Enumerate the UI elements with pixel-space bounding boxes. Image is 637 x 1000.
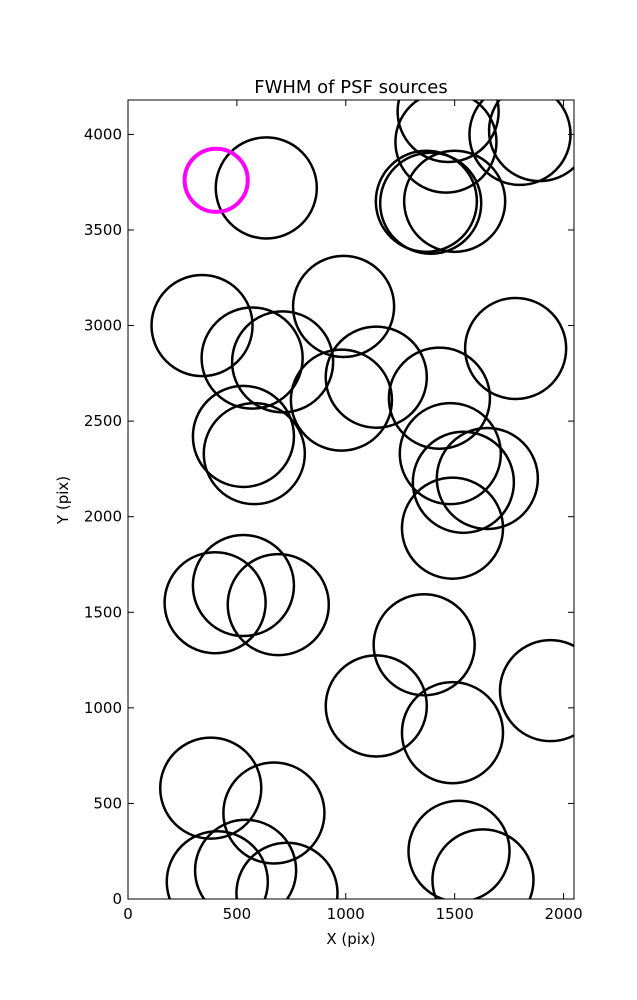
psf-source-circle (165, 830, 270, 899)
psf-source-circle (202, 401, 307, 506)
chart-title: FWHM of PSF sources (254, 77, 448, 98)
x-tick-label: 1500 (436, 905, 474, 923)
psf-source-circle (193, 818, 298, 899)
psf-source-circle (407, 799, 511, 899)
y-tick-label: 2500 (84, 412, 122, 430)
psf-source-circle (487, 100, 574, 183)
psf-source-circle (372, 592, 476, 697)
y-axis-label: Y (pix) (54, 476, 72, 525)
psf-source-circle (324, 325, 429, 429)
reference-fwhm-circle (182, 146, 250, 214)
psf-source-circle (378, 151, 483, 255)
y-tick-label: 3500 (84, 221, 122, 239)
circle-layer (150, 100, 574, 899)
y-tick-label: 3000 (84, 317, 122, 335)
psf-source-circle (200, 306, 304, 410)
y-tick-label: 4000 (84, 125, 122, 143)
psf-source-circle (191, 533, 296, 638)
psf-source-circle (468, 100, 572, 187)
psf-source-circle (150, 273, 254, 378)
x-axis-label: X (pix) (326, 930, 375, 948)
psf-source-circle (191, 384, 296, 489)
psf-source-circle (387, 346, 492, 450)
psf-source-circle (289, 348, 394, 452)
psf-source-circle (463, 296, 568, 401)
psf-source-circle (214, 136, 319, 240)
psf-source-circle (291, 254, 396, 359)
y-tick-label: 0 (112, 890, 122, 908)
psf-source-circle (226, 552, 331, 657)
x-tick-label: 0 (123, 905, 133, 923)
tick-layer: 0 500 1000 1500 2000 0 500 1000 1500 2000 2500 3000… (84, 100, 583, 923)
psf-source-circle (163, 550, 267, 655)
x-tick-label: 500 (223, 905, 252, 923)
psf-source-circle (324, 654, 429, 758)
x-tick-label: 1000 (327, 905, 365, 923)
y-tick-label: 1500 (84, 603, 122, 621)
y-tick-label: 2000 (84, 508, 122, 526)
psf-source-circle (394, 100, 498, 194)
psf-source-circle (374, 149, 479, 254)
psf-source-circle (398, 401, 503, 506)
psf-source-circle (498, 638, 574, 743)
y-tick-label: 1000 (84, 699, 122, 717)
psf-source-circle (402, 149, 507, 254)
psf-source-circle (222, 761, 326, 865)
psf-source-circle (235, 841, 339, 899)
plot-frame (127, 99, 575, 900)
psf-source-circle (396, 100, 500, 164)
psf-source-circle (158, 736, 263, 840)
psf-source-circle (400, 476, 505, 580)
psf-source-circle (431, 828, 535, 899)
psf-source-circle (400, 680, 505, 785)
y-tick-label: 500 (93, 794, 122, 812)
psf-source-circle (435, 426, 540, 531)
psf-source-circle (411, 430, 516, 535)
x-tick-label: 2000 (544, 905, 582, 923)
